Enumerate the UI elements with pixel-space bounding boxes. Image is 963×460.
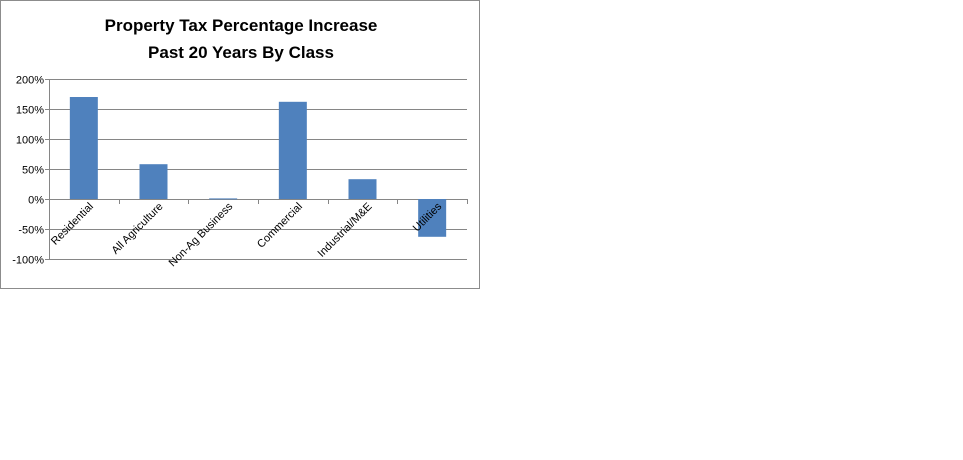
bar-residential (69, 97, 98, 199)
x-tick-label: All Agriculture (110, 201, 166, 257)
bar-utilities (418, 199, 447, 237)
bar-industrial-m-e (348, 179, 377, 199)
y-tick-label: -100% (12, 255, 44, 267)
chart-subtitle: Past 20 Years By Class (148, 43, 334, 62)
x-tick-label: Non-Ag Business (167, 200, 236, 269)
y-tick-labels: -100% -50% 0% 50% 100% 150% 200% (12, 75, 44, 267)
bar-non-ag-business (209, 198, 238, 200)
bars (69, 97, 447, 237)
y-tick-label: 0% (28, 195, 44, 207)
y-tick-label: 50% (22, 165, 44, 177)
chart-title: Property Tax Percentage Increase (105, 16, 378, 35)
x-tick-label: Residential (49, 201, 96, 248)
bar-commercial (278, 101, 307, 199)
chart-svg: Property Tax Percentage Increase Past 20… (12, 16, 468, 269)
y-tick-label: 150% (16, 105, 44, 117)
chart-frame: Property Tax Percentage Increase Past 20… (0, 0, 480, 289)
gridlines (45, 79, 468, 260)
bar-all-agriculture (139, 164, 168, 199)
y-tick-label: -50% (18, 225, 44, 237)
x-tick-label: Commercial (255, 201, 305, 251)
x-tick-label: Industrial/M&E (316, 201, 375, 260)
y-tick-label: 200% (16, 75, 44, 87)
x-tick-labels: Residential All Agriculture Non-Ag Busines… (49, 200, 445, 269)
y-tick-label: 100% (16, 135, 44, 147)
